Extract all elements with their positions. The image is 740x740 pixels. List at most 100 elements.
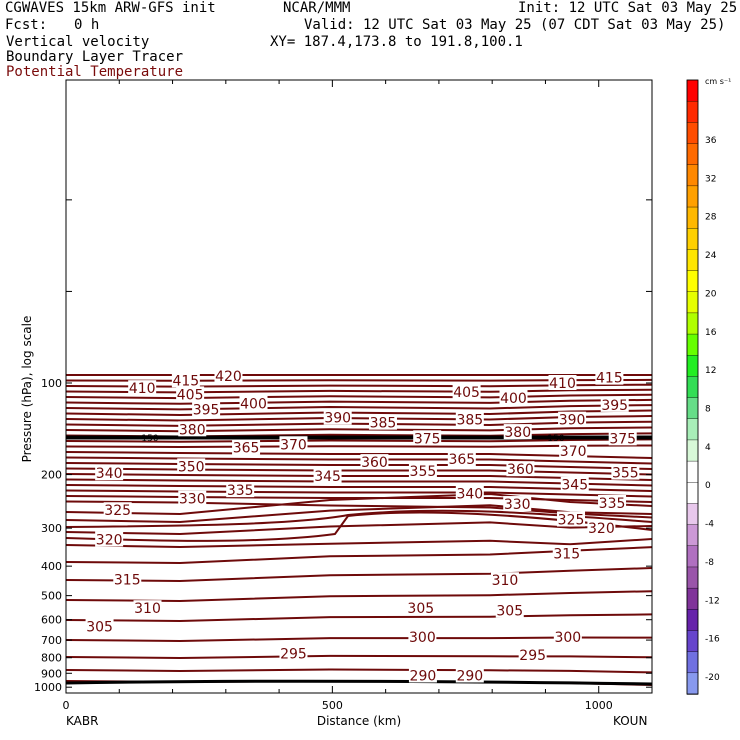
contour-label-bg [408,667,437,683]
colorbar-swatch [686,185,699,208]
contour-label-bg [133,600,162,616]
contour-label-bg [214,368,243,384]
contour-label-bg [232,439,261,455]
y-tick-label: 500 [41,590,62,603]
contour-label-bg [553,629,582,645]
contour-label: 345 [561,478,588,494]
contour-label-bg [600,396,629,412]
contour-label: 310 [134,601,161,617]
contour-label: 410 [129,381,156,397]
theta-contour-line [65,668,653,674]
colorbar-swatch [686,587,699,611]
contour-label-bg [226,482,255,498]
y-tick-label: 600 [41,614,62,627]
contour-label-bg [408,463,437,479]
contour-label: 345 [314,469,341,485]
colorbar-swatch [686,228,699,251]
contour-label: 400 [500,391,527,407]
contour-label: 340 [96,466,123,482]
contour-label: 315 [553,546,580,562]
colorbar-swatch [686,143,699,166]
contour-label-bg [313,467,342,483]
header-field-theta: Potential Temperature [6,64,184,80]
contour-label-bg [552,545,581,561]
contour-label: 320 [588,521,615,537]
contour-label-bg [103,502,132,518]
contour-label: 380 [504,425,531,441]
contour-label: 395 [601,398,628,414]
header-model: CGWAVES 15km ARW-GFS init [5,0,216,16]
contour-label-bg [495,602,524,618]
contour-label-bg [113,571,142,587]
header-fcst-value: 0 h [74,17,100,33]
theta-contour-line [65,456,653,465]
contour-label: 375 [414,431,441,447]
contour-label: 360 [361,455,388,471]
contour-label-bg [177,458,206,474]
theta-contour-line [65,654,653,660]
contour-label-bg [239,395,268,411]
contour-label-bg [611,464,640,480]
colorbar-swatch [686,503,699,526]
contour-label-bg [558,411,587,427]
theta-contour-line [65,489,653,498]
contour-label: 365 [448,452,475,468]
contour-label-bg [192,401,221,417]
contour-label-bg [360,454,389,470]
colorbar-label: -12 [705,596,720,606]
bold-surface-line [65,679,653,686]
y-tick-label: 400 [41,560,62,573]
colorbar-label: 16 [705,328,717,338]
colorbar-swatch [686,333,699,356]
contour-label: 330 [504,497,531,513]
theta-contour-line [65,521,653,536]
contour-label: 335 [227,483,254,499]
colorbar-swatch [686,291,699,314]
contour-label-bg [560,476,589,492]
contour-label-bg [499,389,528,405]
contour-label-bg [413,430,442,446]
colorbar-swatch [686,566,699,589]
y-tick-label: 800 [41,652,62,665]
contour-label-bg [178,421,207,437]
contour-label: 315 [114,573,141,589]
contour-label-bg [595,369,624,385]
contour-label: 370 [560,444,587,460]
contour-label: 320 [96,533,123,549]
y-tick-label: 200 [41,469,62,482]
contour-label: 310 [492,573,519,589]
colorbar-swatch [686,418,699,441]
contour-label: 305 [407,601,434,617]
colorbar-swatch [686,397,699,420]
theta-contour-line [65,426,653,433]
contour-label: 385 [370,416,397,432]
contour-label-bg [95,465,124,481]
contour-label-bg [506,461,535,477]
contour-label-bg [455,485,484,501]
theta-contour-line [65,393,653,400]
contour-label: 390 [559,413,586,429]
colorbar-swatch [686,79,699,102]
contour-label: 410 [549,376,576,392]
contour-label: 335 [599,496,626,512]
colorbar: 36 32 28 24 20 16 12 8 4 0 -4 -8 -12 -16 -20 [686,79,720,695]
colorbar-swatch [686,609,699,632]
contour-label: 340 [456,487,483,503]
contour-label-bg [447,451,476,467]
y-tick-label: 300 [41,522,62,535]
colorbar-swatch [686,482,699,505]
contour-label-bg [85,618,114,634]
contour-label: 305 [496,604,523,620]
contour-label: 290 [410,668,437,684]
contour-label: 300 [554,630,581,646]
colorbar-label: 28 [705,213,717,223]
x-tick-label: 1000 [585,699,613,712]
contour-label: 290 [456,668,483,684]
contour-label: 295 [519,648,546,664]
contour-label-bg [518,647,547,663]
theta-contour-line [65,467,653,476]
theta-contour-line [65,383,653,388]
theta-contour-line [65,378,653,382]
contour-label: 325 [104,503,131,519]
